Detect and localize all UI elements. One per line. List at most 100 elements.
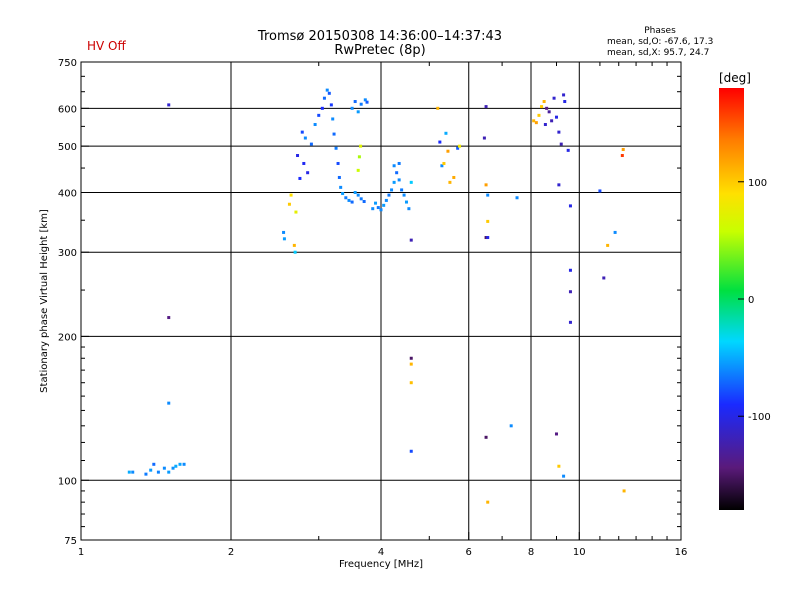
data-point [568,290,572,294]
data-point [292,243,296,247]
data-point [353,190,357,194]
data-point [296,154,300,158]
data-point [515,196,519,200]
x-tick-label: 4 [378,547,384,558]
data-point [167,103,171,107]
data-point [482,136,486,140]
data-point [313,123,317,127]
data-point [537,113,541,117]
data-point [156,470,160,474]
data-point [149,468,153,472]
data-point [458,144,462,148]
data-point [534,121,538,125]
data-point [302,161,306,165]
data-point [131,470,135,474]
data-point [167,470,171,474]
data-point [332,132,336,136]
data-point [376,206,380,210]
data-point [331,117,335,121]
data-point [362,200,366,204]
data-point [407,207,411,211]
data-point [357,155,361,159]
data-point [448,180,452,184]
data-point [303,136,307,140]
data-point [371,207,375,211]
plot-area: 1 2 4 6 8 10 16 75 100 200 300 400 500 600 750 [58,58,687,558]
data-point [442,161,446,165]
data-point [379,208,383,212]
y-tick-label: 750 [58,58,77,69]
data-point [356,193,360,197]
y-tick-label: 500 [58,142,77,153]
x-tick-label: 8 [528,547,534,558]
data-point [365,100,369,104]
data-point [486,219,490,223]
data-point [282,237,286,241]
data-point [350,106,354,110]
data-point [337,175,341,179]
data-point [509,424,513,428]
x-axis-label: Frequency [MHz] [339,559,423,570]
data-point [152,462,156,466]
data-point [438,140,442,144]
data-point [182,462,186,466]
data-point [395,171,399,175]
data-point [622,489,626,493]
data-point [309,142,313,146]
data-point [568,268,572,272]
data-point [404,200,408,204]
data-point [382,203,386,207]
data-point [294,210,298,214]
data-point [167,401,171,405]
data-point [336,161,340,165]
data-point [320,106,324,110]
data-point [282,230,286,234]
data-point [484,236,488,240]
data-point [363,98,367,102]
colorbar-tick-label: 0 [748,295,754,306]
data-point [300,130,304,134]
data-point [402,193,406,197]
data-point [392,180,396,184]
data-point [171,466,175,470]
data-point [167,316,171,320]
data-point [542,100,546,104]
data-point [545,106,549,110]
data-point [356,168,360,172]
hv-status-label: HV Off [87,39,126,53]
data-point [293,250,297,254]
data-point [486,193,490,197]
phases-title: Phases [644,26,676,36]
colorbar-ticks: 100 0 -100 [738,178,771,423]
data-point [306,171,310,175]
data-point [552,96,556,100]
chart-title-line1: Tromsø 20150308 14:36:00–14:37:43 [257,29,502,44]
data-point [484,435,488,439]
data-point [387,193,391,197]
data-point [554,115,558,119]
data-point [557,464,561,468]
data-point [384,198,388,202]
data-point [557,183,561,187]
colorbar-unit-label: [deg] [719,71,751,85]
data-point [374,201,378,205]
data-point [550,119,554,123]
data-point [397,178,401,182]
data-point [444,131,448,135]
y-axis-label: Stationary phase Virtual Height [km] [39,209,50,393]
data-point [317,113,321,117]
data-point [409,362,413,366]
data-point [456,146,460,150]
data-point [602,276,606,280]
data-point [287,202,291,206]
data-point [162,466,166,470]
data-point [392,164,396,168]
phases-stats-x: mean, sd,X: 95.7, 24.7 [607,48,709,58]
data-point [409,238,413,242]
data-point [178,462,182,466]
data-point [339,185,343,189]
data-point [563,100,567,104]
data-point [329,103,333,107]
data-point [621,148,625,152]
